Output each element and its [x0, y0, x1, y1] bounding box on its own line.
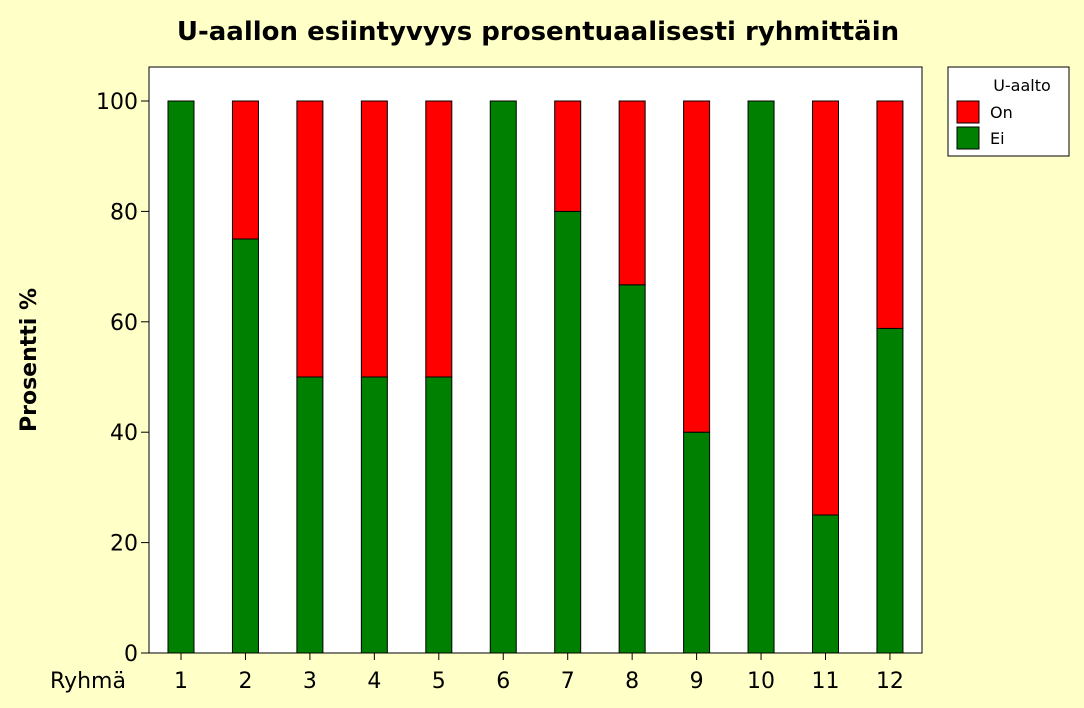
- x-tick-label: 2: [238, 669, 252, 694]
- bar-ei-2: [231, 238, 259, 654]
- bar-on-5: [425, 100, 453, 378]
- y-axis: 0 20 40 60 80 100: [96, 90, 149, 667]
- y-tick-label: 0: [124, 642, 138, 667]
- legend-swatch-on: [956, 100, 980, 124]
- bar-ei-5: [425, 376, 453, 654]
- x-tick-label: 9: [690, 669, 704, 694]
- y-tick-label: 40: [110, 421, 138, 446]
- bar-on-4: [360, 100, 388, 378]
- bar-on-7: [554, 100, 582, 212]
- y-tick-label: 60: [110, 311, 138, 336]
- chart-title: U-aallon esiintyvyys prosentuaalisesti r…: [177, 17, 899, 47]
- x-tick-label: 10: [747, 669, 775, 694]
- bar-ei-9: [683, 431, 711, 654]
- x-tick-label: 7: [561, 669, 575, 694]
- x-tick-label: 4: [367, 669, 381, 694]
- x-tick-label: 8: [625, 669, 639, 694]
- bar-ei-10: [747, 100, 775, 654]
- bar-on-12: [876, 100, 904, 329]
- legend-label-on: On: [990, 103, 1013, 122]
- bar-ei-4: [360, 376, 388, 654]
- x-axis-label: Ryhmä: [50, 669, 126, 694]
- bar-on-2: [231, 100, 259, 240]
- bar-ei-8: [618, 284, 646, 654]
- bar-ei-7: [554, 210, 582, 654]
- bar-ei-6: [489, 100, 517, 654]
- x-tick-label: 12: [876, 669, 904, 694]
- bar-ei-3: [296, 376, 324, 654]
- bars-group: [167, 100, 904, 654]
- legend: U-aalto On Ei: [947, 66, 1070, 157]
- x-tick-label: 5: [432, 669, 446, 694]
- plot-area: [148, 66, 923, 654]
- bar-on-3: [296, 100, 324, 378]
- y-tick-label: 20: [110, 532, 138, 557]
- y-axis-label: Prosentti %: [17, 288, 42, 432]
- y-tick-label: 100: [96, 90, 138, 115]
- x-tick-label: 6: [496, 669, 510, 694]
- x-tick-label: 1: [174, 669, 188, 694]
- x-tick-label: 3: [303, 669, 317, 694]
- bar-ei-12: [876, 327, 904, 654]
- bar-ei-1: [167, 100, 195, 654]
- bar-on-11: [812, 100, 839, 516]
- legend-title: U-aalto: [993, 76, 1051, 95]
- x-axis: 1 2 3 4 5 6 7 8 9 10 11 12: [174, 653, 904, 694]
- x-tick-label: 11: [812, 669, 840, 694]
- y-tick-label: 80: [110, 200, 138, 225]
- bar-ei-11: [812, 514, 839, 654]
- bar-on-8: [618, 100, 646, 286]
- legend-label-ei: Ei: [990, 129, 1005, 148]
- bar-on-9: [683, 100, 711, 433]
- legend-swatch-ei: [956, 126, 980, 150]
